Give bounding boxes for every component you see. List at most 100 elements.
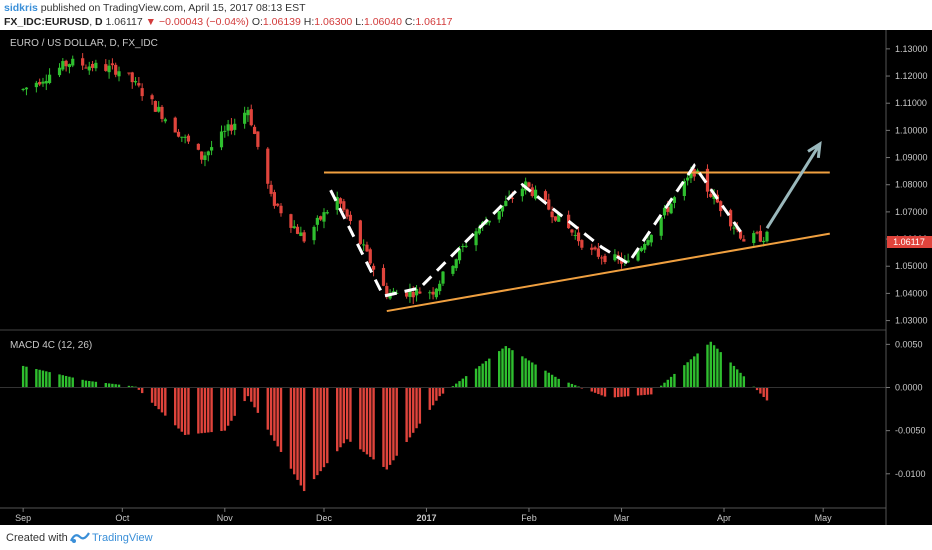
macd-bar bbox=[322, 387, 326, 468]
candle-body bbox=[365, 244, 369, 252]
macd-bar bbox=[613, 387, 617, 398]
price-annotations bbox=[323, 141, 830, 313]
tradingview-logo-icon[interactable] bbox=[69, 530, 90, 547]
candle-body bbox=[180, 136, 184, 138]
macd-axis[interactable]: 0.0050 0.0000 -0.0050 -0.0100 bbox=[886, 339, 926, 479]
candle-body bbox=[550, 211, 554, 218]
candle-body bbox=[576, 232, 581, 242]
price-axis[interactable]: 1.13000 1.12000 1.11000 1.10000 1.09000 1.080… bbox=[886, 44, 928, 326]
macd-bar bbox=[617, 387, 620, 398]
macd-bar bbox=[438, 387, 441, 397]
macd-bar bbox=[620, 387, 623, 397]
price-pane[interactable]: EURO / US DOLLAR, D, FX_IDC bbox=[10, 38, 830, 313]
macd-bar bbox=[765, 387, 769, 401]
candle-body bbox=[322, 212, 326, 222]
macd-bar bbox=[408, 387, 412, 438]
macd-pane[interactable]: MACD 4C (12, 26) bbox=[0, 340, 886, 492]
price-tick-label: 1.09000 bbox=[895, 153, 928, 163]
candle-body bbox=[34, 82, 38, 88]
macd-bar bbox=[574, 385, 577, 388]
macd-bar bbox=[35, 369, 38, 388]
candle-body bbox=[381, 267, 386, 286]
candle-body bbox=[547, 199, 551, 210]
candle-body bbox=[226, 124, 230, 131]
macd-bar bbox=[732, 365, 736, 388]
macd-bar bbox=[455, 383, 458, 388]
support-trendline[interactable] bbox=[386, 232, 830, 313]
candle-body bbox=[368, 249, 372, 264]
macd-bar bbox=[600, 387, 603, 396]
candle-body bbox=[110, 63, 115, 66]
macd-bar bbox=[712, 345, 716, 388]
macd-bar bbox=[755, 387, 759, 391]
time-axis[interactable]: Sep Oct Nov Dec 2017 Feb Mar Apr May bbox=[15, 508, 832, 523]
candle-body bbox=[299, 232, 303, 236]
macd-bar bbox=[223, 387, 227, 431]
price-tick-label: 1.12000 bbox=[895, 71, 928, 81]
macd-bar bbox=[577, 386, 580, 388]
candle-body bbox=[137, 83, 141, 86]
candle-body bbox=[405, 292, 409, 297]
candle-body bbox=[44, 80, 48, 84]
macd-bar bbox=[365, 387, 369, 455]
published-text: published on TradingView.com, April 15, … bbox=[40, 2, 306, 14]
macd-bar bbox=[524, 358, 527, 388]
candle-body bbox=[130, 72, 134, 83]
candle-body bbox=[127, 72, 131, 74]
macd-bar bbox=[412, 387, 415, 433]
low-value: 1.06040 bbox=[363, 16, 402, 28]
macd-tick-label: 0.0000 bbox=[895, 383, 923, 393]
macd-bar bbox=[250, 387, 253, 402]
macd-bar bbox=[686, 362, 689, 388]
macd-bar bbox=[220, 387, 223, 432]
macd-bar bbox=[362, 387, 365, 452]
candle-body bbox=[342, 201, 346, 210]
macd-bar bbox=[484, 361, 488, 388]
projection-arrow[interactable] bbox=[765, 143, 822, 229]
macd-bar bbox=[114, 384, 117, 388]
price-tick-label: 1.10000 bbox=[895, 125, 928, 135]
macd-bar bbox=[742, 376, 746, 388]
macd-bar bbox=[640, 387, 643, 396]
tradingview-brand-link[interactable]: TradingView bbox=[92, 532, 153, 544]
macd-bar bbox=[88, 381, 91, 388]
price-tick-label: 1.04000 bbox=[895, 288, 928, 298]
candle-body bbox=[104, 64, 108, 71]
macd-bar bbox=[372, 387, 375, 460]
price-tick-label: 1.07000 bbox=[895, 207, 928, 217]
macd-bar bbox=[342, 387, 346, 444]
swing-dashed-path[interactable] bbox=[329, 163, 746, 298]
macd-bar bbox=[650, 387, 653, 395]
macd-bar bbox=[233, 387, 236, 416]
macd-bar bbox=[174, 387, 177, 426]
candle-body bbox=[243, 112, 247, 124]
macd-bar bbox=[527, 360, 531, 388]
chart-area[interactable]: EURO / US DOLLAR, D, FX_IDC MACD 4C (12,… bbox=[0, 30, 932, 525]
candle-body bbox=[176, 131, 181, 137]
candle-body bbox=[47, 74, 52, 83]
candle-body bbox=[272, 192, 276, 206]
macd-bar bbox=[84, 380, 88, 388]
author-link[interactable]: sidkris bbox=[4, 2, 38, 14]
macd-bar bbox=[326, 387, 329, 464]
candle-body bbox=[67, 64, 72, 68]
macd-bar bbox=[709, 341, 712, 388]
macd-bar bbox=[623, 387, 627, 397]
macd-bar bbox=[68, 376, 71, 388]
chart-canvas[interactable]: EURO / US DOLLAR, D, FX_IDC MACD 4C (12,… bbox=[0, 30, 932, 525]
macd-bar bbox=[683, 365, 686, 388]
macd-bar bbox=[719, 352, 722, 388]
candle-body bbox=[362, 244, 366, 246]
candle-body bbox=[686, 177, 690, 181]
candle-body bbox=[709, 193, 713, 197]
macd-bar bbox=[570, 383, 574, 388]
candle-body bbox=[269, 184, 273, 194]
macd-bar bbox=[64, 375, 68, 388]
candle-body bbox=[279, 205, 283, 214]
candle-body bbox=[391, 291, 396, 293]
candle-body bbox=[140, 88, 144, 97]
candle-body bbox=[600, 257, 604, 259]
candle-body bbox=[457, 249, 462, 261]
macd-bar bbox=[21, 365, 25, 388]
macd-bar bbox=[177, 387, 180, 429]
